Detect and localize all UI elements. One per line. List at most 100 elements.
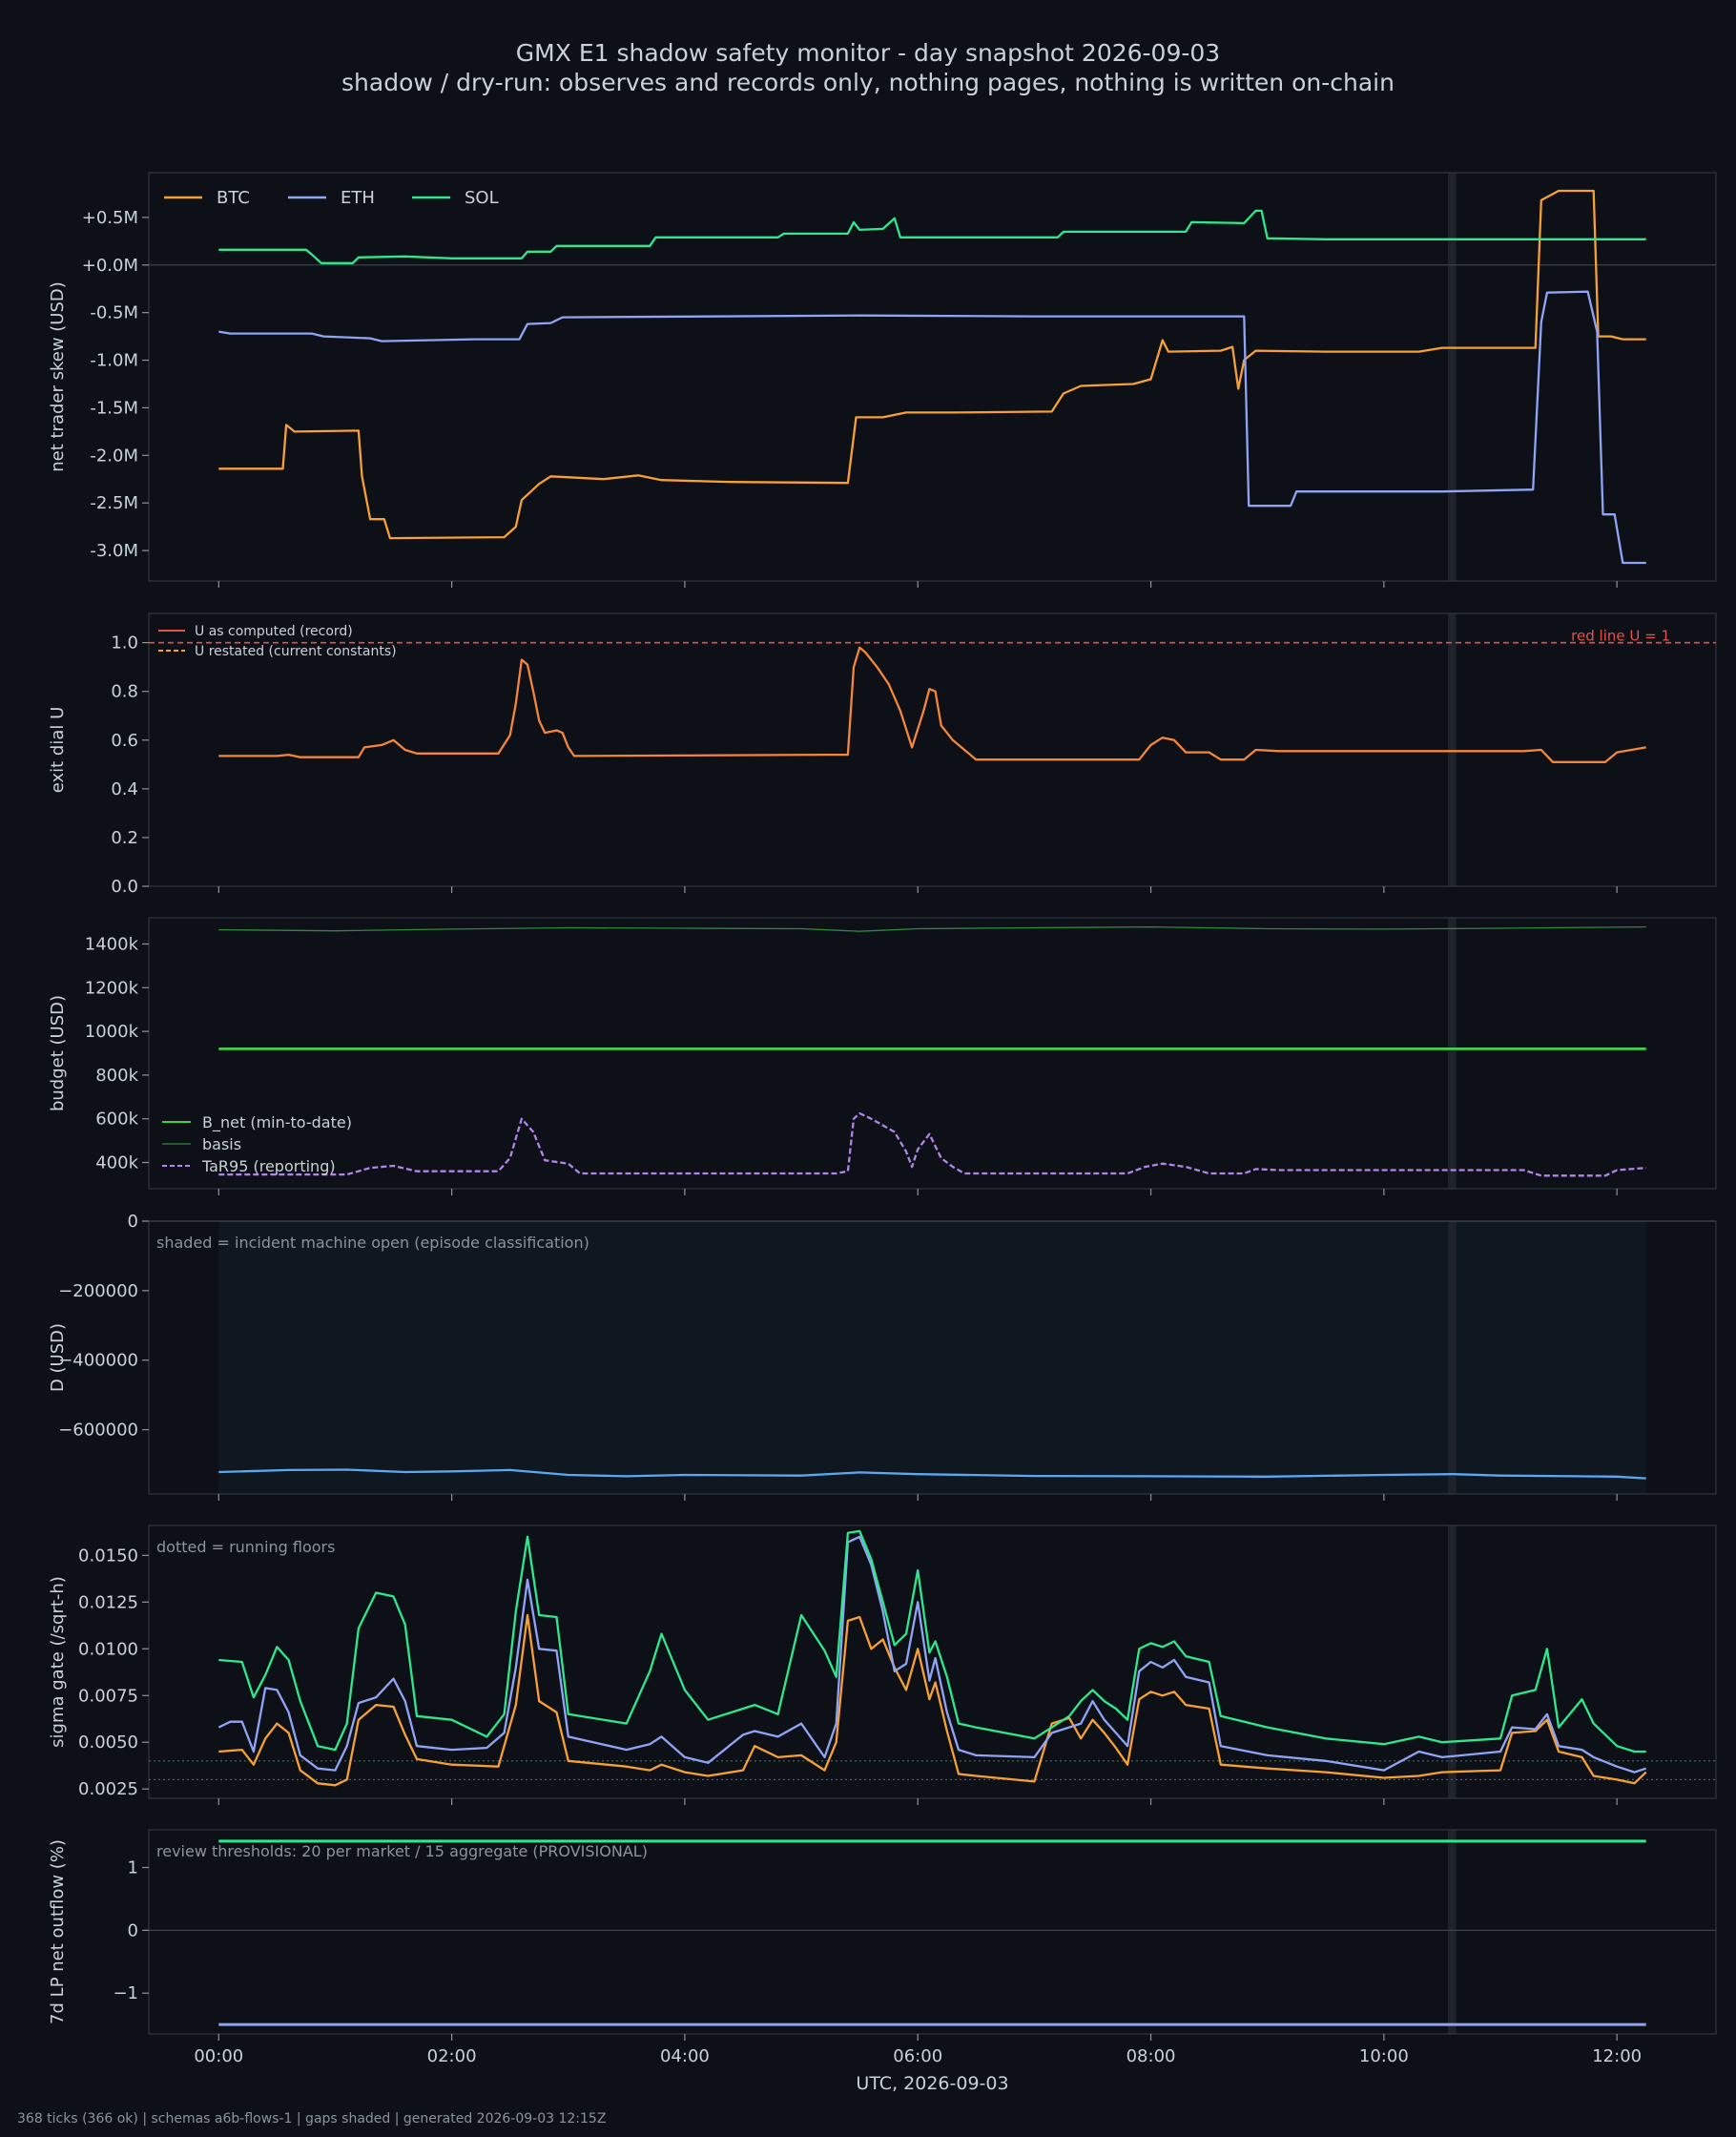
y-tick-label: 0.6 bbox=[111, 731, 138, 751]
red-line-label: red line U = 1 bbox=[1571, 628, 1670, 645]
y-tick-label: −200000 bbox=[58, 1281, 138, 1301]
panel-frame bbox=[148, 1829, 1717, 2035]
y-axis-label: 7d LP net outflow (%) bbox=[48, 1839, 68, 2024]
y-tick-label: −400000 bbox=[58, 1351, 138, 1371]
y-axis-label: sigma gate (/sqrt-h) bbox=[48, 1576, 68, 1748]
series-line-sol bbox=[218, 1529, 1646, 1753]
legend-label: ETH bbox=[341, 188, 375, 208]
legend-label: BTC bbox=[217, 188, 250, 208]
y-tick-label: +0.0M bbox=[82, 256, 138, 276]
panel-4: 0 −200000 −400000 −600000 D (USD) shaded = in… bbox=[48, 1212, 1717, 1501]
incident-shading bbox=[218, 1221, 1646, 1494]
series-line-d bbox=[218, 1468, 1646, 1480]
x-tick-label: 02:00 bbox=[427, 2046, 477, 2066]
y-axis-label: exit dial U bbox=[48, 707, 68, 794]
legend-label: B_net (min-to-date) bbox=[202, 1113, 352, 1132]
series-line-basis bbox=[218, 925, 1646, 932]
legend-item: TaR95 (reporting) bbox=[162, 1157, 336, 1175]
y-tick-label: −1 bbox=[113, 1983, 138, 2003]
gap-shading bbox=[1448, 1221, 1457, 1494]
legend-item: ETH bbox=[288, 188, 375, 208]
x-tick-label: 04:00 bbox=[660, 2046, 710, 2066]
y-tick-label: -2.0M bbox=[90, 446, 138, 466]
legend-item: basis bbox=[162, 1135, 241, 1153]
y-tick-label: 0 bbox=[128, 1212, 138, 1232]
legend-item: B_net (min-to-date) bbox=[162, 1113, 352, 1132]
legend-item: SOL bbox=[412, 188, 499, 208]
series-line-sol bbox=[218, 209, 1646, 264]
x-axis-label: UTC, 2026-09-03 bbox=[856, 2073, 1008, 2094]
panel-frame bbox=[148, 917, 1717, 1190]
series-line-eth bbox=[218, 290, 1646, 565]
figure-title: GMX E1 shadow safety monitor - day snaps… bbox=[0, 38, 1736, 97]
y-tick-label: 0.8 bbox=[111, 682, 138, 702]
y-tick-label: −600000 bbox=[58, 1421, 138, 1441]
x-tick-label: 00:00 bbox=[194, 2046, 243, 2066]
legend-item: U as computed (record) bbox=[158, 624, 353, 639]
panel-frame bbox=[148, 1525, 1717, 1799]
series-line-btc bbox=[218, 1613, 1647, 1787]
y-tick-label: 400k bbox=[95, 1153, 138, 1173]
legend-item: BTC bbox=[164, 188, 250, 208]
x-tick-label: 08:00 bbox=[1126, 2046, 1176, 2066]
panel-frame bbox=[148, 172, 1717, 582]
y-axis-label: D (USD) bbox=[48, 1323, 68, 1392]
y-tick-label: 1200k bbox=[85, 978, 139, 998]
gap-shading bbox=[1448, 1525, 1457, 1798]
series-line-btc bbox=[218, 189, 1646, 540]
series-line-u-as-computed-record- bbox=[218, 646, 1646, 763]
panel-annotation: dotted = running floors bbox=[156, 1538, 335, 1556]
panel-5: 0.0150 0.0125 0.0100 0.0075 0.0050 0.0025 sigm… bbox=[48, 1525, 1717, 1805]
y-tick-label: -3.0M bbox=[90, 541, 138, 561]
y-tick-label: 0.0075 bbox=[78, 1686, 138, 1706]
y-tick-label: 0.0150 bbox=[78, 1546, 138, 1566]
y-tick-label: 1400k bbox=[85, 934, 139, 954]
y-tick-label: 0.0025 bbox=[78, 1779, 138, 1799]
gap-shading bbox=[1448, 1830, 1457, 2034]
y-tick-label: 1000k bbox=[85, 1022, 139, 1042]
gap-shading bbox=[1448, 173, 1457, 581]
gap-shading bbox=[1448, 918, 1457, 1189]
footer-status: 368 ticks (366 ok) | schemas a6b-flows-1… bbox=[17, 2111, 607, 2127]
legend-label: U restated (current constants) bbox=[195, 644, 397, 659]
panel-6: 1 0 −1 00:00 02:00 04:00 06:00 08:00 10:00 12:00 7… bbox=[48, 1829, 1717, 2066]
series-line-tar95-reporting- bbox=[218, 1111, 1646, 1177]
y-tick-label: 0.0125 bbox=[78, 1592, 138, 1612]
x-tick-label: 06:00 bbox=[893, 2046, 942, 2066]
y-tick-label: 1.0 bbox=[111, 633, 138, 654]
gap-shading bbox=[1448, 613, 1457, 886]
figure-title-line1: GMX E1 shadow safety monitor - day snaps… bbox=[515, 39, 1221, 67]
legend-label: SOL bbox=[465, 188, 499, 208]
series-line-eth bbox=[217, 1535, 1647, 1774]
legend-label: TaR95 (reporting) bbox=[201, 1157, 336, 1175]
y-axis-label: net trader skew (USD) bbox=[48, 281, 68, 472]
y-tick-label: -1.5M bbox=[90, 398, 138, 418]
y-tick-label: -1.0M bbox=[90, 351, 138, 371]
x-tick-label: 10:00 bbox=[1359, 2046, 1409, 2066]
panel-2: 1.0 0.8 0.6 0.4 0.2 0.0 exit dial U red line U … bbox=[48, 612, 1717, 897]
y-tick-label: 0.4 bbox=[111, 779, 138, 799]
y-tick-label: 0.0050 bbox=[78, 1732, 138, 1753]
y-tick-label: 0 bbox=[128, 1920, 138, 1940]
y-tick-label: 600k bbox=[95, 1110, 138, 1130]
y-tick-label: 1 bbox=[128, 1858, 138, 1878]
y-tick-label: -0.5M bbox=[90, 303, 138, 323]
legend-label: U as computed (record) bbox=[195, 624, 353, 639]
figure-title-line2: shadow / dry-run: observes and records o… bbox=[341, 69, 1395, 96]
legend-item: U restated (current constants) bbox=[158, 644, 397, 659]
y-tick-label: 800k bbox=[95, 1066, 138, 1086]
panel-frame bbox=[148, 612, 1717, 887]
panel-3: 1400k 1200k 1000k 800k 600k 400k budget (USD) B… bbox=[48, 917, 1717, 1195]
panel-1: +0.5M +0.0M -0.5M -1.0M -1.5M -2.0M -2.5M -3.0M… bbox=[48, 172, 1717, 588]
panel-annotation: review thresholds: 20 per market / 15 ag… bbox=[156, 1842, 648, 1860]
y-tick-label: 0.0 bbox=[111, 877, 138, 897]
panel-annotation: shaded = incident machine open (episode … bbox=[156, 1234, 589, 1252]
y-tick-label: +0.5M bbox=[82, 208, 138, 228]
legend-label: basis bbox=[202, 1135, 241, 1153]
x-tick-label: 12:00 bbox=[1592, 2046, 1642, 2066]
y-axis-label: budget (USD) bbox=[48, 995, 68, 1111]
y-tick-label: -2.5M bbox=[90, 493, 138, 513]
y-tick-label: 0.0100 bbox=[78, 1639, 138, 1659]
y-tick-label: 0.2 bbox=[111, 828, 138, 848]
